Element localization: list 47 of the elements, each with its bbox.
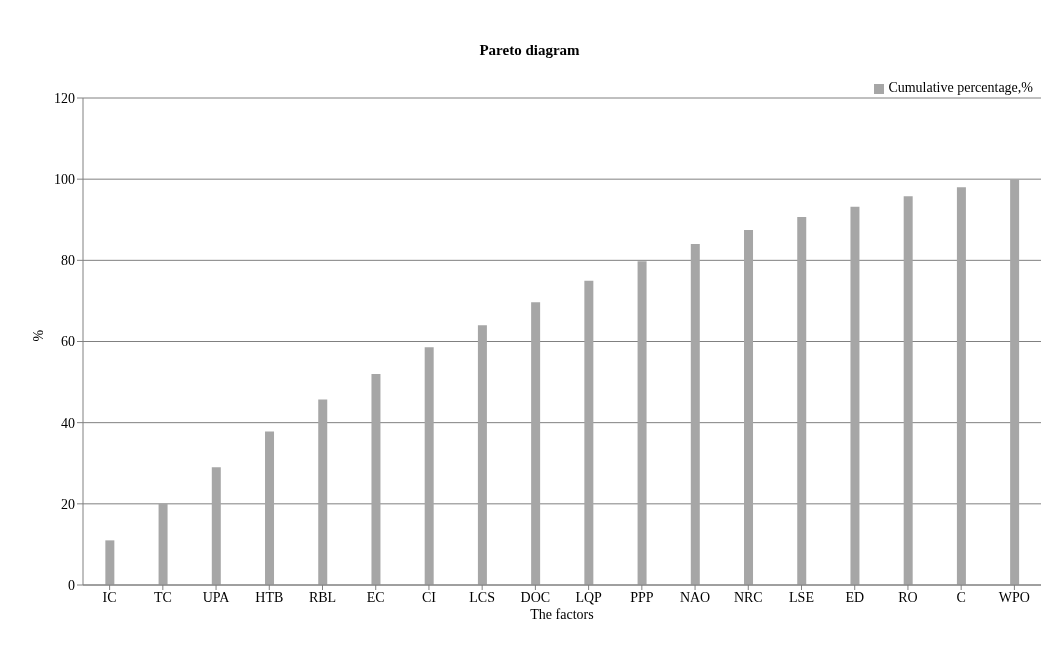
y-tick-label: 120 <box>54 90 75 106</box>
bar <box>1010 179 1020 585</box>
y-tick-label: 60 <box>61 334 75 350</box>
x-tick-label: RBL <box>308 589 337 605</box>
bar <box>477 325 487 585</box>
x-tick-label: UPA <box>202 589 231 605</box>
bar <box>105 540 115 585</box>
bar <box>318 399 328 585</box>
chart-title: Pareto diagram <box>478 42 581 59</box>
x-tick-label: DOC <box>520 589 551 605</box>
legend-label: Cumulative percentage,% <box>888 80 1033 95</box>
bar <box>371 373 381 585</box>
y-tick-label: 0 <box>68 577 75 593</box>
y-tick-label: 100 <box>54 172 75 188</box>
bar <box>637 261 647 585</box>
x-tick-label: CI <box>421 589 437 605</box>
bar <box>797 216 807 585</box>
y-tick-label: 40 <box>61 415 75 431</box>
x-tick-label: ED <box>845 589 865 605</box>
y-tick-label: 80 <box>61 253 75 269</box>
x-tick-label: EC <box>366 589 385 605</box>
bar <box>211 467 221 585</box>
bar <box>850 206 860 585</box>
bar <box>744 229 754 585</box>
x-tick-label: HTB <box>255 589 284 605</box>
bar <box>956 187 966 585</box>
x-tick-label: LCS <box>469 589 496 605</box>
x-tick-label: TC <box>153 589 172 605</box>
x-axis-title: The factors <box>530 607 594 622</box>
y-axis-title: % <box>30 329 46 342</box>
bar <box>584 280 594 585</box>
x-tick-label: NAO <box>679 589 711 605</box>
x-tick-label: WPO <box>998 589 1030 605</box>
x-tick-label: LSE <box>789 589 814 605</box>
bar <box>903 196 913 585</box>
y-tick-label: 20 <box>61 496 75 512</box>
x-tick-label: PPP <box>630 589 654 605</box>
x-tick-label: C <box>956 589 966 605</box>
x-tick-label: RO <box>898 589 918 605</box>
x-tick-label: NRC <box>733 589 763 605</box>
bar <box>690 244 700 585</box>
x-tick-label: LQP <box>575 589 603 605</box>
bar <box>424 347 434 585</box>
bar <box>265 431 275 585</box>
bar <box>531 302 541 585</box>
x-tick-label: IC <box>102 589 117 605</box>
bar <box>158 503 168 585</box>
